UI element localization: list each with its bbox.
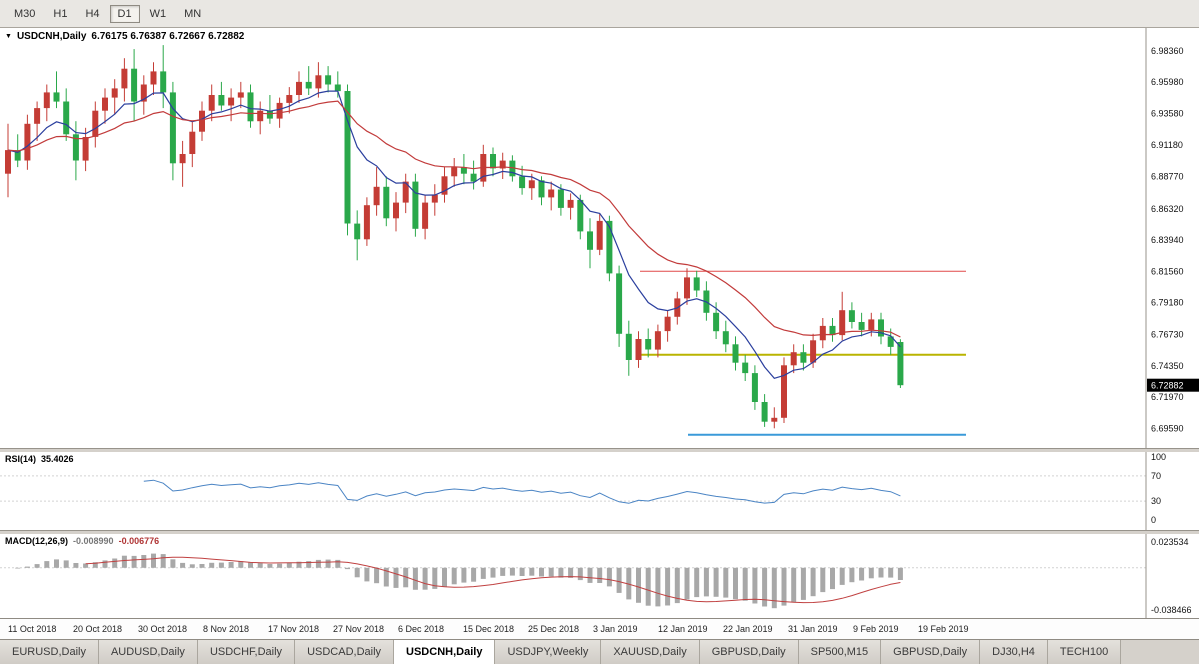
macd-histogram: [15, 553, 903, 609]
timeframe-button-m30[interactable]: M30: [14, 7, 36, 20]
rsi-line: [143, 479, 901, 504]
symbol-tab-6-xauusd-daily[interactable]: XAUUSD,Daily: [601, 640, 700, 664]
symbol-tab-10-dj30-h4[interactable]: DJ30,H4: [980, 640, 1048, 664]
symbol-tab-8-sp500-m15[interactable]: SP500,M15: [798, 640, 882, 664]
ma-slow-line: [7, 100, 901, 338]
date-label: 31 Jan 2019: [788, 624, 838, 634]
date-label: 17 Nov 2018: [268, 624, 319, 634]
macd-signal-value: -0.006776: [118, 536, 160, 546]
macd-main-value: -0.008990: [73, 536, 114, 546]
date-label: 8 Nov 2018: [203, 624, 249, 634]
timeframe-toolbar: M30 H1 H4 D1 W1 MN: [0, 0, 1199, 28]
price-axis-label: 6.86320: [1151, 204, 1184, 214]
macd-title: MACD(12,26,9) -0.008990 -0.006776: [5, 536, 159, 546]
chart-title: ▼ USDCNH,Daily 6.76175 6.76387 6.72667 6…: [5, 31, 244, 42]
timeframe-button-mn[interactable]: MN: [184, 7, 202, 20]
rsi-value: 35.4026: [41, 454, 74, 464]
panel-splitter[interactable]: [0, 530, 1199, 534]
date-label: 12 Jan 2019: [658, 624, 708, 634]
price-axis-label: 6.98360: [1151, 46, 1184, 56]
timeframe-button-h4[interactable]: H4: [85, 7, 100, 20]
price-axis-label: 6.79180: [1151, 298, 1184, 308]
symbol-tab-bar: EURUSD,Daily AUDUSD,Daily USDCHF,Daily USDC…: [0, 639, 1199, 664]
date-axis[interactable]: 11 Oct 2018 20 Oct 2018 30 Oct 2018 8 Nov 2…: [0, 618, 1199, 639]
macd-chart[interactable]: 0.023534 -0.038466: [0, 534, 1199, 618]
rsi-axis-label: 70: [1151, 471, 1161, 481]
date-label: 27 Nov 2018: [333, 624, 384, 634]
macd-chart-canvas[interactable]: 0.023534 -0.038466: [0, 534, 1199, 618]
date-label: 9 Feb 2019: [853, 624, 899, 634]
rsi-chart[interactable]: 100 70 30 0: [0, 452, 1199, 530]
symbol-tab-9-gbpusd-daily[interactable]: GBPUSD,Daily: [881, 640, 981, 664]
date-label: 30 Oct 2018: [138, 624, 187, 634]
rsi-indicator-panel[interactable]: RSI(14) 35.4026 100 70 30 0: [0, 452, 1199, 530]
date-label: 20 Oct 2018: [73, 624, 122, 634]
time-axis[interactable]: 11 Oct 2018 20 Oct 2018 30 Oct 2018 8 Nov 2…: [0, 619, 1199, 639]
date-label: 22 Jan 2019: [723, 624, 773, 634]
date-label: 19 Feb 2019: [918, 624, 969, 634]
current-price-badge: [1147, 378, 1199, 392]
price-axis-label: 6.95980: [1151, 77, 1184, 87]
price-axis-label: 6.88770: [1151, 172, 1184, 182]
macd-axis-label: 0.023534: [1151, 537, 1189, 547]
rsi-label: RSI(14): [5, 454, 37, 464]
timeframe-button-d1[interactable]: D1: [109, 4, 140, 23]
price-axis-label: 6.91180: [1151, 140, 1183, 150]
ma-fast-line: [7, 90, 901, 379]
symbol-tab-7-gbpusd-daily[interactable]: GBPUSD,Daily: [699, 640, 799, 664]
symbol-tab-4-usdcnh-daily[interactable]: USDCNH,Daily: [394, 640, 496, 664]
rsi-axis-label: 0: [1151, 515, 1156, 525]
timeframe-button-w1[interactable]: W1: [149, 7, 167, 20]
macd-label: MACD(12,26,9): [5, 536, 69, 546]
symbol-tab-11-tech100[interactable]: TECH100: [1047, 640, 1122, 664]
price-chart-panel[interactable]: ▼ USDCNH,Daily 6.76175 6.76387 6.72667 6…: [0, 28, 1199, 448]
rsi-chart-canvas[interactable]: 100 70 30 0: [0, 452, 1199, 530]
rsi-axis-label: 100: [1151, 452, 1166, 462]
macd-axis-label: -0.038466: [1151, 605, 1192, 615]
date-label: 3 Jan 2019: [593, 624, 638, 634]
rsi-axis-label: 30: [1151, 496, 1161, 506]
symbol-tab-0-eurusd-daily[interactable]: EURUSD,Daily: [0, 640, 99, 664]
price-axis-label: 6.83940: [1151, 235, 1184, 245]
date-label: 11 Oct 2018: [8, 624, 56, 634]
chart-symbol-label: USDCNH,Daily: [16, 31, 87, 42]
rsi-title: RSI(14) 35.4026: [5, 454, 74, 464]
price-axis-label: 6.93580: [1151, 109, 1184, 119]
symbol-tab-2-usdchf-daily[interactable]: USDCHF,Daily: [197, 640, 296, 664]
date-label: 15 Dec 2018: [463, 624, 514, 634]
price-chart[interactable]: 6.98360 6.95980 6.93580 6.91180 6.88770 6.863…: [0, 28, 1199, 448]
timeframe-button-h1[interactable]: H1: [53, 7, 68, 20]
current-price-value: 6.72882: [1151, 381, 1184, 391]
macd-signal-line: [85, 556, 901, 604]
price-axis-label: 6.76730: [1151, 330, 1184, 340]
price-axis-label: 6.81560: [1151, 266, 1184, 276]
symbol-tab-1-audusd-daily[interactable]: AUDUSD,Daily: [98, 640, 198, 664]
price-axis-label: 6.74350: [1151, 361, 1184, 371]
price-axis-label: 6.71970: [1151, 392, 1184, 402]
symbol-tab-5-usdjpy-weekly[interactable]: USDJPY,Weekly: [495, 640, 602, 664]
date-label: 25 Dec 2018: [528, 624, 579, 634]
price-chart-canvas[interactable]: 6.98360 6.95980 6.93580 6.91180 6.88770 6.863…: [0, 28, 1199, 448]
price-axis-label: 6.69590: [1151, 423, 1184, 433]
macd-indicator-panel[interactable]: MACD(12,26,9) -0.008990 -0.006776 0.0235…: [0, 534, 1199, 618]
collapse-arrow-icon[interactable]: ▼: [5, 33, 12, 40]
symbol-tab-3-usdcad-daily[interactable]: USDCAD,Daily: [295, 640, 395, 664]
panel-splitter[interactable]: [0, 448, 1199, 452]
date-label: 6 Dec 2018: [398, 624, 444, 634]
chart-ohlc-values: 6.76175 6.76387 6.72667 6.72882: [91, 31, 245, 42]
